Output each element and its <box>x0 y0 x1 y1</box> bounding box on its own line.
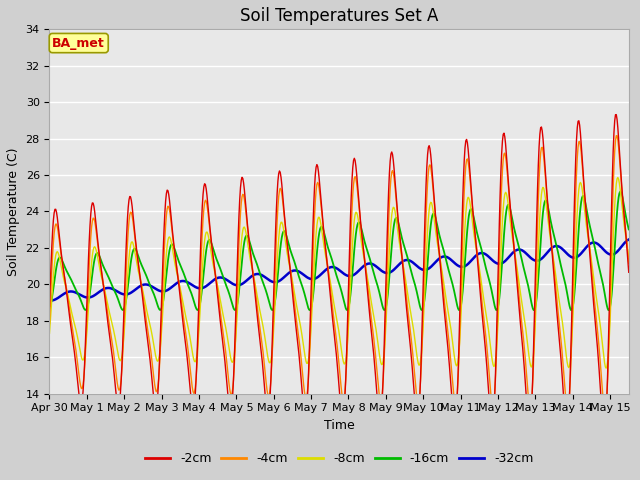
-4cm <box>612 133 620 139</box>
-32cm <box>316 273 323 279</box>
-16cm <box>48 296 56 302</box>
Line: -32cm: -32cm <box>49 240 628 300</box>
-2cm <box>127 194 134 200</box>
-32cm <box>625 237 632 242</box>
-4cm <box>127 209 134 215</box>
-16cm <box>45 306 53 312</box>
Line: -16cm: -16cm <box>49 192 628 310</box>
-32cm <box>294 268 301 274</box>
X-axis label: Time: Time <box>324 419 355 432</box>
-8cm <box>127 242 134 248</box>
-8cm <box>476 264 483 269</box>
-8cm <box>602 365 610 371</box>
-8cm <box>461 223 469 228</box>
-2cm <box>612 112 620 118</box>
-2cm <box>45 303 53 309</box>
-16cm <box>292 266 300 272</box>
-8cm <box>292 303 300 309</box>
-2cm <box>625 269 632 275</box>
-16cm <box>625 227 632 232</box>
Title: Soil Temperatures Set A: Soil Temperatures Set A <box>240 7 438 25</box>
-32cm <box>462 263 470 268</box>
Legend: -2cm, -4cm, -8cm, -16cm, -32cm: -2cm, -4cm, -8cm, -16cm, -32cm <box>140 447 538 470</box>
-32cm <box>127 289 135 295</box>
-4cm <box>476 268 483 274</box>
-32cm <box>476 251 484 256</box>
-2cm <box>315 169 323 175</box>
-32cm <box>49 298 56 303</box>
-4cm <box>45 321 53 326</box>
-16cm <box>127 261 134 267</box>
-16cm <box>616 189 624 194</box>
-2cm <box>601 428 609 434</box>
-4cm <box>602 407 609 413</box>
-16cm <box>315 236 323 241</box>
-32cm <box>47 298 54 303</box>
Text: BA_met: BA_met <box>52 36 105 49</box>
Y-axis label: Soil Temperature (C): Soil Temperature (C) <box>7 147 20 276</box>
-8cm <box>625 254 632 260</box>
Line: -8cm: -8cm <box>49 178 628 368</box>
-32cm <box>45 298 53 303</box>
-4cm <box>625 261 632 266</box>
-2cm <box>476 276 483 281</box>
-16cm <box>461 258 469 264</box>
-2cm <box>292 330 300 336</box>
-8cm <box>614 175 621 180</box>
Line: -4cm: -4cm <box>49 136 628 410</box>
-4cm <box>315 181 323 187</box>
-4cm <box>461 173 469 179</box>
-16cm <box>476 238 483 243</box>
-8cm <box>45 330 53 336</box>
-2cm <box>461 145 469 151</box>
Line: -2cm: -2cm <box>49 115 628 431</box>
-4cm <box>292 318 300 324</box>
-4cm <box>48 267 56 273</box>
-2cm <box>48 244 56 250</box>
-8cm <box>315 215 323 220</box>
-16cm <box>605 307 612 313</box>
-8cm <box>48 296 56 302</box>
